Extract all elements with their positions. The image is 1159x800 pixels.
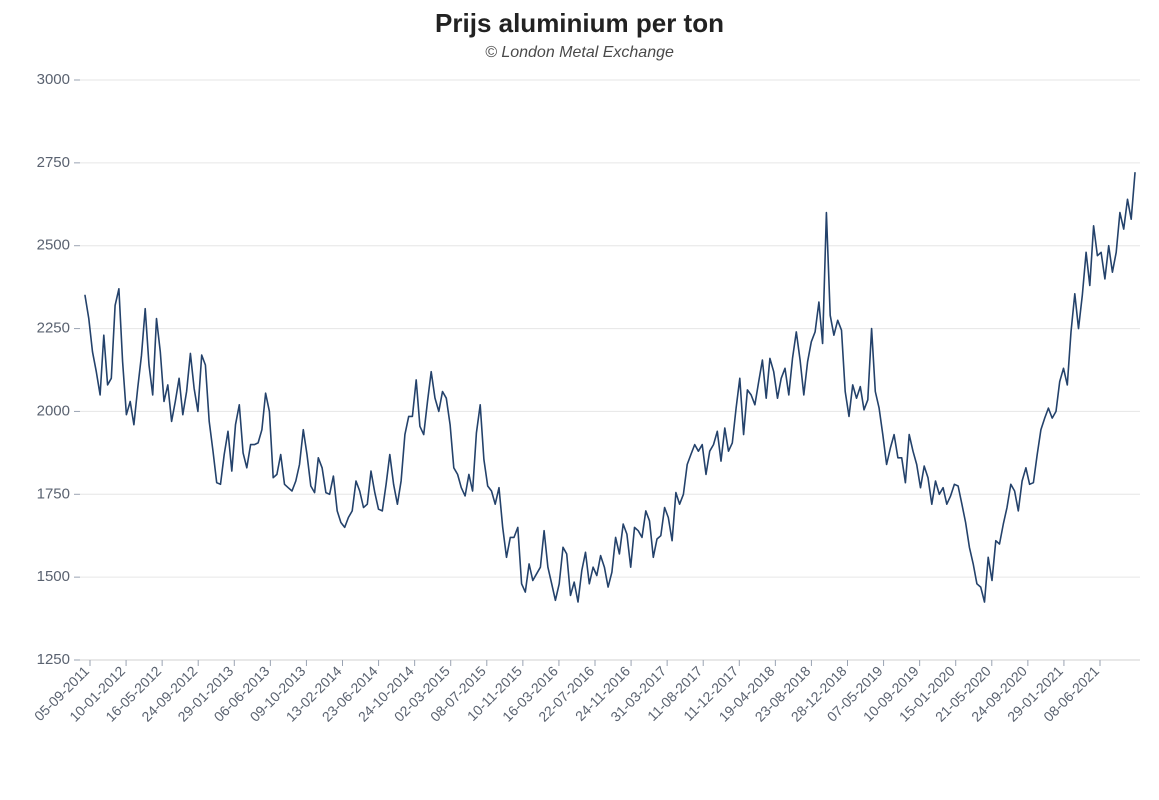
chart-subtitle: © London Metal Exchange: [0, 44, 1159, 62]
y-tick-label: 2750: [37, 154, 70, 171]
y-tick-label: 2000: [37, 402, 70, 419]
chart-title: Prijs aluminium per ton: [0, 8, 1159, 39]
chart-container: Prijs aluminium per ton © London Metal E…: [0, 0, 1159, 800]
y-tick-label: 1750: [37, 485, 70, 502]
y-tick-label: 2250: [37, 320, 70, 337]
y-tick-label: 1250: [37, 651, 70, 668]
price-line: [85, 173, 1135, 602]
y-tick-label: 1500: [37, 568, 70, 585]
y-tick-label: 3000: [37, 71, 70, 88]
y-tick-label: 2500: [37, 237, 70, 254]
chart-svg: 1250150017502000225025002750300005-09-20…: [0, 0, 1159, 800]
